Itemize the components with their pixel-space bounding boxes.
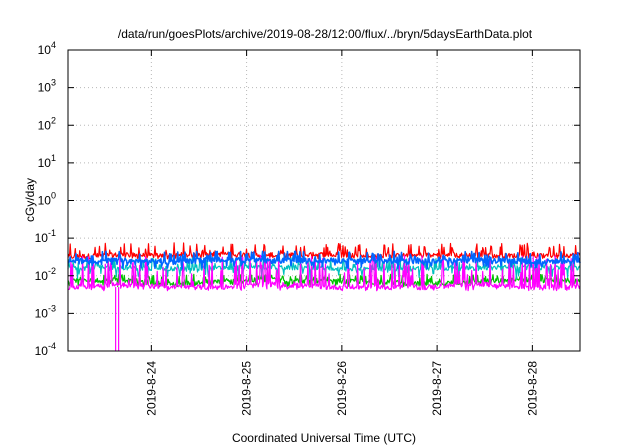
x-tick-label: 2019-8-24 [144,361,158,416]
series-line-4 [67,254,581,292]
y-tick-label: 10-4 [35,341,56,358]
x-tick-label: 2019-8-25 [240,361,254,416]
x-tick-label: 2019-8-27 [430,361,444,416]
series-line-5 [67,250,581,270]
series-layer [67,242,581,351]
y-tick-label: 100 [38,191,56,208]
y-tick-label: 10-3 [35,303,56,320]
y-tick-label: 104 [38,40,56,57]
series-line-1 [67,242,581,260]
series-line-2 [67,273,581,288]
y-tick-label: 10-1 [35,228,56,245]
y-tick-label: 103 [38,78,56,95]
series-line-3 [67,257,581,280]
axes: 10-4 10-3 10-2 10-1 100 101 102 103 104 2019-8-24… [35,40,580,416]
grid [68,50,580,351]
y-tick-label: 101 [38,153,56,170]
y-axis-label: cGy/day [23,178,37,222]
y-tick-label: 102 [38,115,56,132]
x-tick-label: 2019-8-26 [335,361,349,416]
y-tick-label: 10-2 [35,266,56,283]
chart-title: /data/run/goesPlots/archive/2019-08-28/1… [118,27,533,41]
x-tick-label: 2019-8-28 [525,361,539,416]
x-axis-label: Coordinated Universal Time (UTC) [232,431,416,445]
